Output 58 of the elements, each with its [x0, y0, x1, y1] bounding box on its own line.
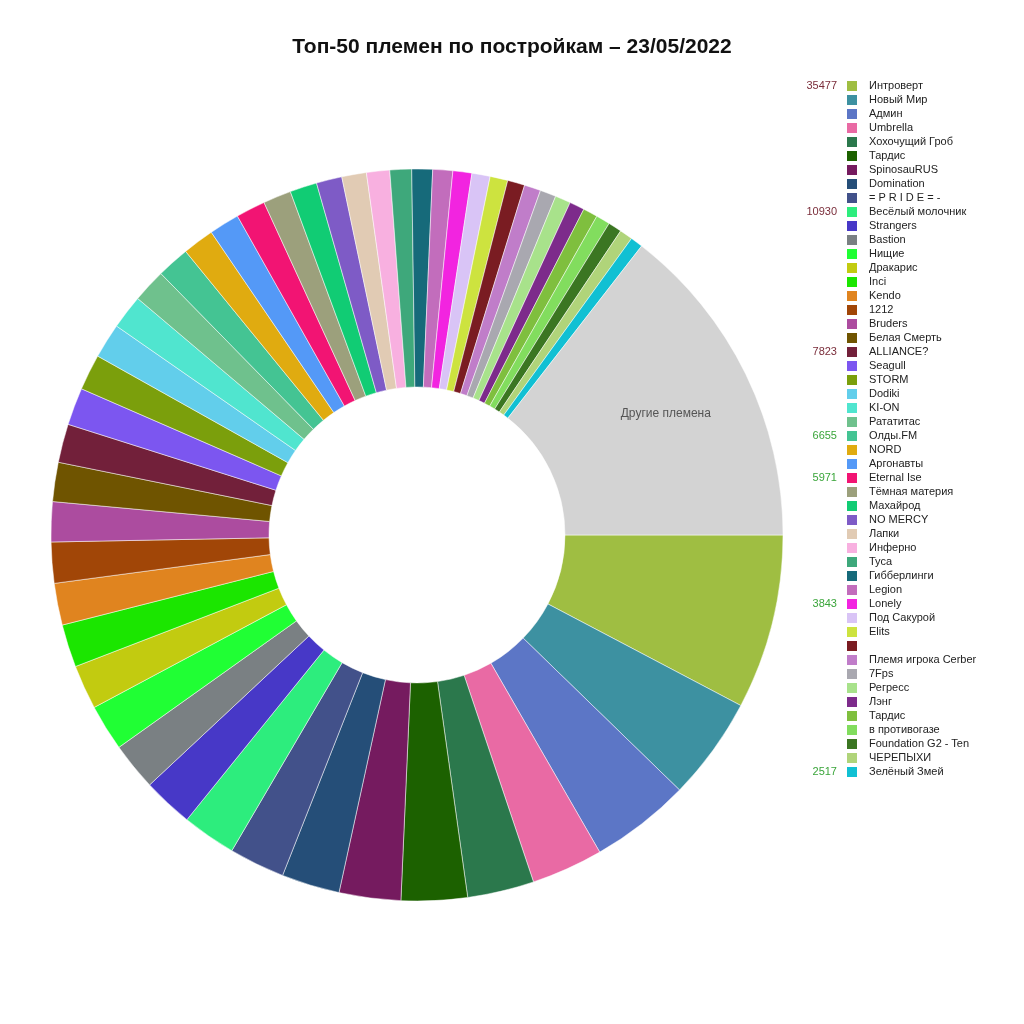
legend-label: Зелёный Змей: [869, 765, 944, 777]
legend-label: Рататитас: [869, 415, 921, 427]
chart-title: Топ-50 племен по постройкам – 23/05/2022: [292, 34, 732, 57]
legend-label: Хохочущий Гроб: [869, 135, 953, 147]
legend-label: Аргонавты: [869, 457, 924, 469]
legend-label: Регресс: [869, 681, 910, 693]
legend-label: Админ: [869, 107, 903, 119]
legend-label: Foundation G2 - Ten: [869, 737, 970, 749]
legend-label: Олды.FM: [869, 429, 918, 441]
legend-label: Под Сакурой: [869, 611, 936, 623]
legend-label: NO MERCY: [869, 513, 929, 525]
legend-label: Тардис: [869, 149, 906, 161]
legend-label: Тардис: [869, 709, 906, 721]
legend-label: Eternal Ise: [869, 471, 922, 483]
legend-label: Domination: [869, 177, 925, 189]
data-label: 7823: [812, 345, 837, 357]
legend-label: 7Fps: [869, 667, 894, 679]
legend-label: ЧЕРЕПЫХИ: [869, 751, 932, 763]
legend-label: Инферно: [869, 541, 917, 553]
legend-label: Белая Смерть: [869, 331, 943, 343]
legend-label: Лапки: [869, 527, 900, 539]
legend-label: Интроверт: [869, 79, 924, 91]
legend-label: Туса: [869, 555, 893, 567]
data-label: 2517: [812, 765, 837, 777]
legend-label: Лэнг: [869, 695, 892, 707]
legend-label: Lonely: [869, 597, 902, 609]
legend-label: Нищие: [869, 247, 905, 259]
text: Другие племена: [620, 406, 712, 421]
legend-label: в противогазе: [869, 723, 940, 735]
legend-label: Bruders: [869, 317, 909, 329]
legend-label: KI-ON: [869, 401, 900, 413]
legend-label: Inci: [869, 275, 887, 287]
legend-label: Seagull: [869, 359, 906, 371]
data-label: 6655: [812, 429, 837, 441]
legend-label: = P R I D E = -: [869, 191, 941, 203]
legend-label: Kendo: [869, 289, 901, 301]
data-label: 10930: [806, 205, 837, 217]
legend-label: ALLIANCE?: [869, 345, 929, 357]
legend-label: 1212: [869, 303, 894, 315]
legend-label: Дракарис: [869, 261, 919, 273]
legend-label: Bastion: [869, 233, 906, 245]
legend-label: NORD: [869, 443, 902, 455]
legend-label: Legion: [869, 583, 903, 595]
legend-label: Весёлый молочник: [869, 205, 967, 217]
legend-label: Elits: [869, 625, 891, 637]
legend-label: STORM: [869, 373, 909, 385]
legend-label: Strangers: [869, 219, 918, 231]
legend-label: Гибберлинги: [869, 569, 934, 581]
legend-label: SpinosauRUS: [869, 163, 939, 175]
legend-label: Тёмная материя: [869, 485, 954, 497]
data-label: 35477: [806, 79, 837, 91]
data-label: 5971: [812, 471, 837, 483]
legend-label: Махайрод: [869, 499, 922, 511]
legend-label: Новый Мир: [869, 93, 928, 105]
legend-label: Dodiki: [869, 387, 900, 399]
legend-label: Umbrella: [869, 121, 914, 133]
data-label: 3843: [812, 597, 837, 609]
legend-label: Племя игрока Cerber: [869, 653, 977, 665]
